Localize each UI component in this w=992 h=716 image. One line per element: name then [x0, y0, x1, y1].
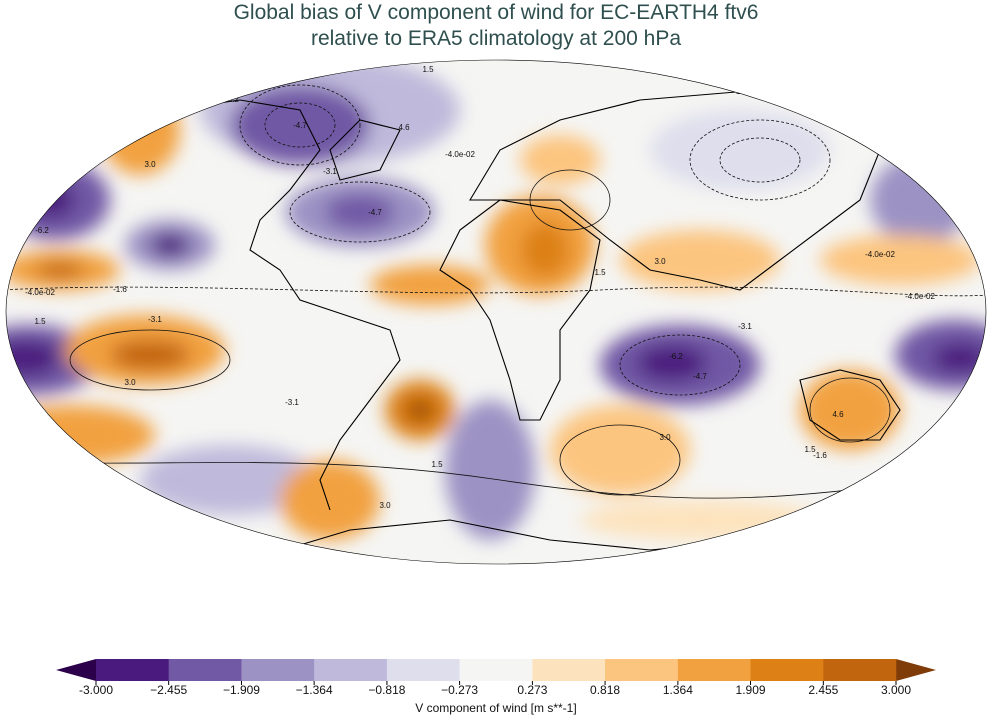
contour-label: -1.6: [113, 285, 127, 294]
colorbar-tick-label: −1.364: [296, 683, 333, 697]
colorbar-tick-label: -3.000: [79, 683, 113, 697]
contour-label: 3.0: [654, 257, 666, 266]
contour-label: -4.0e-02: [865, 250, 895, 259]
colorbar-bin: [314, 659, 388, 681]
contour-label: 3.0: [379, 501, 391, 510]
colorbar-bin: [677, 659, 752, 681]
contour-label: -4.7: [693, 372, 707, 381]
colorbar-tick-label: 0.818: [590, 683, 620, 697]
contour-label: 4.6: [832, 410, 844, 419]
contour-label: 1.5: [431, 460, 443, 469]
colorbar-tick-label: −2.455: [150, 683, 187, 697]
colorbar-bin: [532, 659, 606, 681]
colorbar-label: V component of wind [m s**-1]: [415, 701, 576, 715]
colorbar: -3.000 −2.455 −1.909 −1.364 −0.818 −0.273 0.27…: [56, 659, 936, 697]
colorbar-bin: [241, 659, 315, 681]
colorbar-bin: [96, 659, 170, 681]
title-line: relative to ERA5 climatology at 200 hPa: [311, 27, 681, 50]
colorbar-tick-label: −0.818: [368, 683, 405, 697]
colorbar-tick-label: 3.000: [881, 683, 911, 697]
colorbar-tick-label: 2.455: [808, 683, 838, 697]
contour-label: -1.6: [283, 61, 297, 70]
contour-label: -4.0e-02: [25, 288, 55, 297]
contour-label: -3.1: [148, 315, 162, 324]
colorbar-tick-label: −0.273: [441, 683, 478, 697]
colorbar-bin: [896, 659, 897, 681]
colorbar-bin: [605, 659, 679, 681]
colorbar-bin: [459, 659, 533, 681]
contour-label: -6.2: [669, 352, 683, 361]
colorbar-extend-over: [896, 659, 936, 681]
colorbar-tick-label: 1.364: [663, 683, 693, 697]
contour-label: 4.6: [398, 123, 410, 132]
colorbar-tick-label: 1.909: [736, 683, 766, 697]
colorbar-bin: [750, 659, 824, 681]
contour-label: -4.7: [293, 121, 307, 130]
colorbar-bin: [386, 659, 461, 681]
map: -1.6 1.54.6-4.7-3.13.0-6.2-4.0e-02-1.61.5…: [6, 60, 986, 564]
colorbar-tick-label: 0.273: [517, 683, 547, 697]
contour-label: 3.0: [144, 160, 156, 169]
contour-label: -3.1: [738, 322, 752, 331]
contour-label: -6.2: [35, 226, 49, 235]
contour-label: -3.1: [323, 167, 337, 176]
colorbar-bin: [168, 659, 242, 681]
map-border: [5, 59, 987, 565]
contour-label: -4.7: [368, 208, 382, 217]
contour-label: -4.0e-02: [445, 150, 475, 159]
contour-label: 3.0: [659, 433, 671, 442]
contour-label: 1.5: [804, 445, 816, 454]
colorbar-bin: [823, 659, 897, 681]
contour-label: 1.5: [422, 65, 434, 74]
colorbar-extend-under: [56, 659, 96, 681]
title-line: Global bias of V component of wind for E…: [234, 1, 759, 24]
contour-label: -4.0e-02: [905, 292, 935, 301]
contour-label: -3.1: [285, 398, 299, 407]
contour-label: 3.0: [124, 378, 136, 387]
contours: [6, 84, 986, 499]
contour-label: 1.5: [594, 268, 606, 277]
contour-label: -1.6: [813, 451, 827, 460]
contour-label: 1.5: [34, 317, 46, 326]
colorbar-tick-label: −1.909: [223, 683, 260, 697]
